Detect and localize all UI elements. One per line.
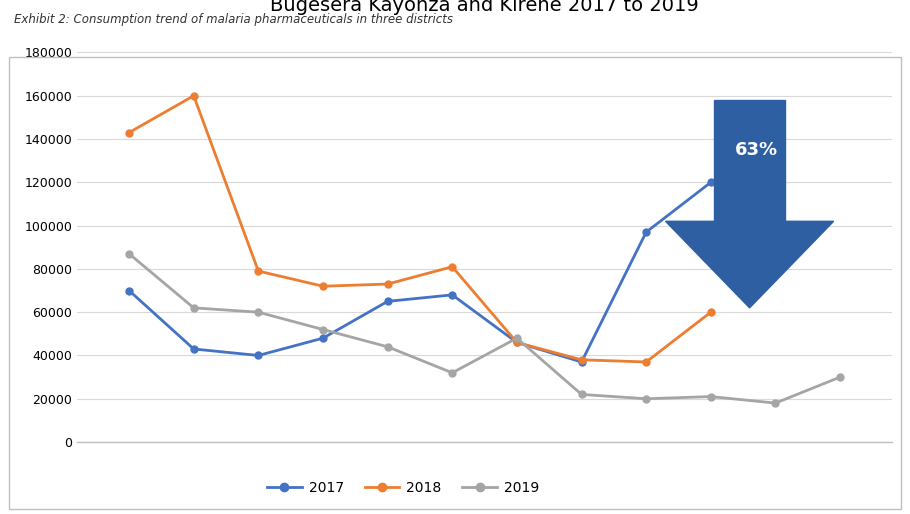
2018 <box>124 130 135 136</box>
2019 <box>188 305 199 311</box>
2018 <box>253 268 264 274</box>
Polygon shape <box>665 222 834 308</box>
Bar <box>714 100 785 222</box>
2019 <box>511 335 522 341</box>
Title: Artemisin Combined Therapies(ACTs) consumption in
Bugesera Kayonza and Kirehe 20: Artemisin Combined Therapies(ACTs) consu… <box>226 0 743 15</box>
2019 <box>834 374 845 380</box>
2019 <box>124 251 135 257</box>
Text: 63%: 63% <box>734 141 778 159</box>
2017 <box>382 298 393 304</box>
2018 <box>382 281 393 287</box>
2019 <box>770 400 781 406</box>
2019 <box>382 344 393 350</box>
2018 <box>447 264 458 270</box>
2018 <box>705 309 716 315</box>
2017 <box>576 359 587 365</box>
2017 <box>447 292 458 298</box>
2019 <box>705 394 716 400</box>
2019 <box>253 309 264 315</box>
2019 <box>318 326 329 333</box>
2018 <box>641 359 652 365</box>
2017 <box>511 339 522 345</box>
2019 <box>576 391 587 397</box>
2017 <box>641 229 652 235</box>
2018 <box>511 339 522 345</box>
2019 <box>641 396 652 402</box>
Legend: 2017, 2018, 2019: 2017, 2018, 2019 <box>261 476 545 501</box>
2017 <box>188 346 199 352</box>
2019 <box>447 370 458 376</box>
2017 <box>124 287 135 293</box>
2018 <box>576 357 587 363</box>
Line: 2019: 2019 <box>126 250 844 407</box>
Text: Exhibit 2: Consumption trend of malaria pharmaceuticals in three districts: Exhibit 2: Consumption trend of malaria … <box>14 13 452 26</box>
Line: 2017: 2017 <box>126 179 714 365</box>
2017 <box>705 179 716 186</box>
2017 <box>318 335 329 341</box>
2018 <box>318 283 329 289</box>
2018 <box>188 93 199 99</box>
Line: 2018: 2018 <box>126 93 714 365</box>
2017 <box>253 353 264 359</box>
